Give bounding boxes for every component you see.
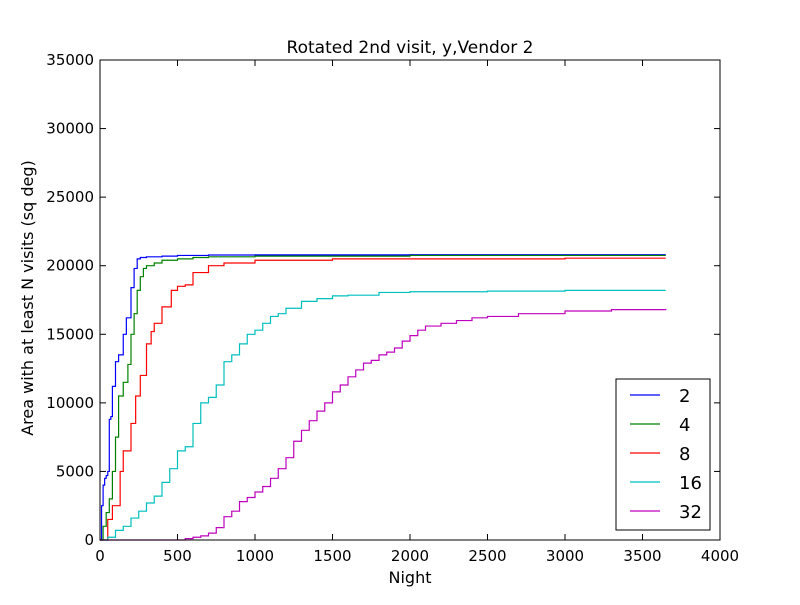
y-tick-label: 5000 — [56, 462, 94, 480]
x-tick-label: 3000 — [546, 547, 584, 565]
x-tick-label: 1000 — [236, 547, 274, 565]
x-tick-label: 2000 — [391, 547, 429, 565]
legend-label-16: 16 — [679, 473, 702, 494]
chart-title: Rotated 2nd visit, y,Vendor 2 — [287, 38, 534, 58]
series-line-32 — [100, 308, 667, 541]
series-line-16 — [100, 289, 666, 541]
y-tick-label: 25000 — [46, 188, 94, 206]
legend-box — [615, 378, 711, 531]
plot-frame — [99, 59, 721, 541]
y-tick-label: 20000 — [46, 257, 94, 275]
y-tick-label: 0 — [84, 531, 94, 549]
legend: 2 4 8 16 32 — [615, 378, 711, 531]
y-axis-label: Area with at least N visits (sq deg) — [18, 160, 37, 436]
series-line-8 — [100, 257, 666, 541]
series-layer — [100, 254, 667, 541]
x-tick-label: 4000 — [701, 547, 739, 565]
series-line-2 — [100, 254, 666, 541]
legend-label-8: 8 — [679, 444, 690, 465]
y-tick-label: 15000 — [46, 325, 94, 343]
x-tick-label: 0 — [95, 547, 105, 565]
x-axis-label: Night — [389, 568, 432, 587]
series-line-4 — [100, 254, 666, 541]
x-tick-label: 1500 — [313, 547, 351, 565]
legend-label-4: 4 — [679, 415, 690, 436]
y-tick-label: 35000 — [46, 51, 94, 69]
x-tick-label: 500 — [163, 547, 192, 565]
legend-label-2: 2 — [679, 386, 690, 407]
y-tick-label: 10000 — [46, 394, 94, 412]
x-tick-label: 2500 — [468, 547, 506, 565]
x-tick-label: 3500 — [623, 547, 661, 565]
tick-layer: 0 500 1000 1500 2000 2500 3000 3500 4000 0 5000 100… — [46, 51, 739, 565]
y-tick-label: 30000 — [46, 120, 94, 138]
legend-label-32: 32 — [679, 502, 702, 523]
